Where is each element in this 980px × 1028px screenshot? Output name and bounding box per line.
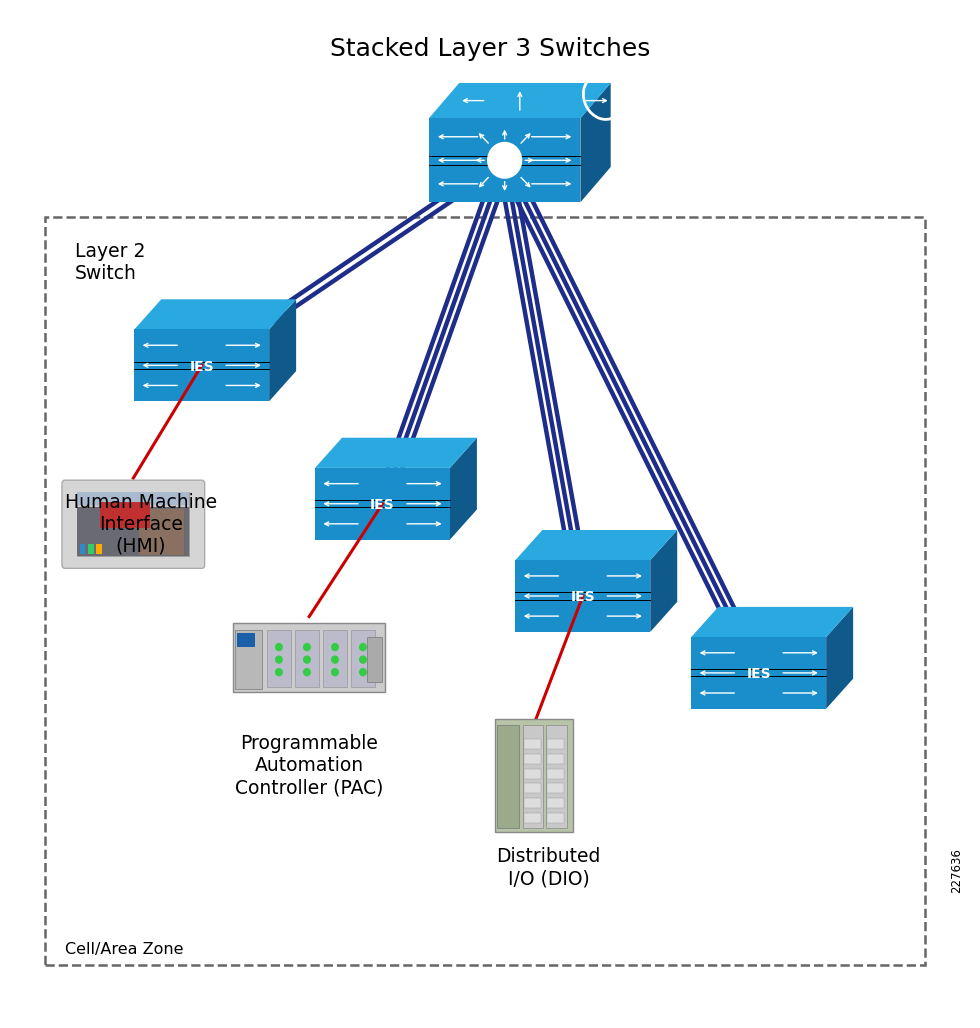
FancyBboxPatch shape [77,492,189,505]
FancyBboxPatch shape [235,629,263,689]
FancyBboxPatch shape [236,633,255,647]
Polygon shape [651,530,677,632]
FancyBboxPatch shape [62,480,205,568]
Circle shape [359,642,367,652]
FancyBboxPatch shape [523,725,543,829]
Circle shape [359,668,367,676]
Circle shape [303,642,311,652]
Text: Programmable
Automation
Controller (PAC): Programmable Automation Controller (PAC) [235,734,383,798]
Polygon shape [429,83,611,118]
Polygon shape [450,438,477,540]
FancyBboxPatch shape [547,798,564,808]
FancyBboxPatch shape [524,769,541,779]
Circle shape [359,656,367,664]
FancyBboxPatch shape [233,623,385,693]
FancyBboxPatch shape [524,754,541,764]
Circle shape [275,656,283,664]
Text: IES: IES [370,499,395,512]
FancyBboxPatch shape [547,754,564,764]
Polygon shape [826,607,854,708]
FancyBboxPatch shape [524,739,541,749]
Circle shape [487,142,522,179]
Polygon shape [580,83,611,203]
Text: Layer 2
Switch: Layer 2 Switch [74,243,145,284]
Text: Stacked Layer 3 Switches: Stacked Layer 3 Switches [330,37,650,62]
FancyBboxPatch shape [88,544,94,554]
FancyBboxPatch shape [497,725,519,829]
FancyBboxPatch shape [547,783,564,794]
FancyBboxPatch shape [100,502,150,528]
FancyBboxPatch shape [267,629,291,687]
Polygon shape [515,560,651,632]
Text: IES: IES [747,667,771,682]
Polygon shape [429,118,580,203]
FancyBboxPatch shape [524,798,541,808]
Text: Distributed
I/O (DIO): Distributed I/O (DIO) [497,847,601,888]
Polygon shape [691,607,854,637]
FancyBboxPatch shape [367,636,382,682]
Polygon shape [691,637,826,708]
Polygon shape [316,438,477,468]
Text: 227636: 227636 [950,848,962,893]
Text: IES: IES [189,360,214,374]
Polygon shape [134,299,296,329]
FancyBboxPatch shape [524,813,541,822]
Circle shape [303,668,311,676]
Circle shape [331,656,339,664]
Polygon shape [134,329,270,401]
FancyBboxPatch shape [547,725,566,829]
FancyBboxPatch shape [322,629,347,687]
FancyBboxPatch shape [77,492,189,556]
Text: Human Machine
Interface
(HMI): Human Machine Interface (HMI) [65,492,217,556]
Text: IES: IES [570,590,595,604]
FancyBboxPatch shape [547,739,564,749]
FancyBboxPatch shape [295,629,319,687]
Circle shape [331,642,339,652]
FancyBboxPatch shape [524,783,541,794]
FancyBboxPatch shape [96,544,102,554]
Polygon shape [270,299,296,401]
Circle shape [275,668,283,676]
FancyBboxPatch shape [351,629,375,687]
Circle shape [331,668,339,676]
Circle shape [303,656,311,664]
FancyBboxPatch shape [77,507,189,556]
Polygon shape [515,530,677,560]
Circle shape [275,642,283,652]
FancyBboxPatch shape [80,544,85,554]
FancyBboxPatch shape [139,509,184,554]
Polygon shape [316,468,450,540]
FancyBboxPatch shape [547,769,564,779]
FancyBboxPatch shape [547,813,564,822]
Text: Cell/Area Zone: Cell/Area Zone [65,943,183,957]
FancyBboxPatch shape [495,719,573,832]
